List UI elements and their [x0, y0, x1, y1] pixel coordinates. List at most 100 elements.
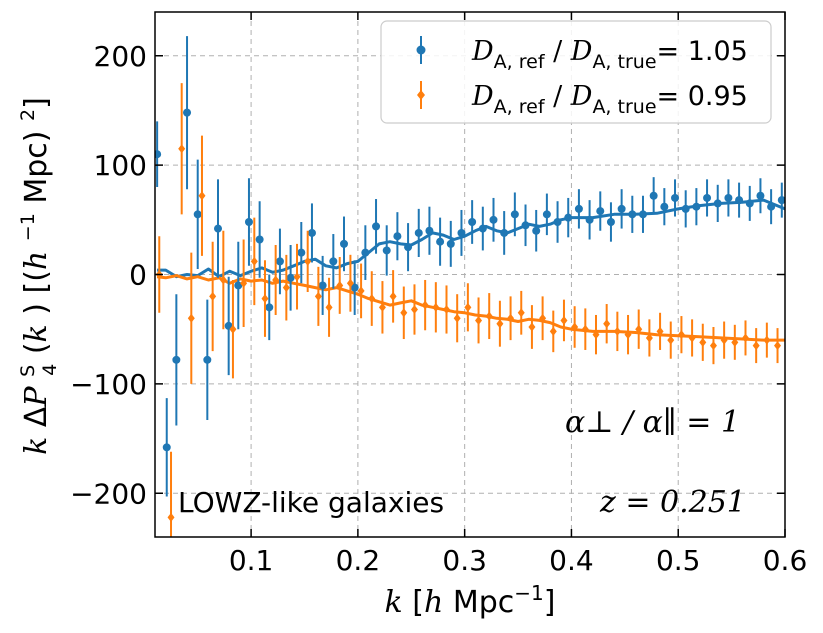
data-points — [155, 36, 785, 537]
legend-1-den-sub: A, true — [592, 51, 656, 73]
legend-1-value: = 1.05 — [657, 36, 748, 67]
x-axis-label: k [h Mpc−1] — [385, 581, 556, 620]
x-tick-label: 0.5 — [656, 544, 701, 577]
legend-2-num-sub: A, ref — [494, 96, 546, 118]
x-tick-labels: 0.1 0.2 0.3 0.4 0.5 0.6 — [229, 544, 807, 577]
y-tick-label: −200 — [70, 477, 147, 510]
series-1-point — [244, 218, 253, 226]
series-1-point — [404, 243, 413, 252]
series-1-point — [756, 191, 765, 200]
series-1-point — [510, 210, 519, 219]
series-1-point — [329, 257, 338, 266]
legend: DA, ref / DA, true= 1.05 DA, ref / DA, t… — [380, 20, 772, 124]
series-1-point — [255, 235, 264, 244]
series-2-point — [453, 313, 461, 323]
series-2-point — [528, 322, 536, 332]
legend-item-1: DA, ref / DA, true= 1.05 — [416, 36, 748, 73]
series-1-point — [155, 150, 162, 159]
series-1-point — [532, 226, 541, 235]
series-2-point — [368, 294, 376, 304]
series-1-point — [767, 202, 776, 211]
series-2-point — [378, 302, 386, 312]
series-1-point — [414, 228, 423, 237]
legend-2-num: D — [471, 81, 494, 112]
series-1-point — [542, 210, 551, 219]
series-2-point — [485, 311, 493, 321]
series-2-point — [763, 335, 771, 345]
series-2-point — [752, 341, 760, 351]
series-2-point — [336, 280, 344, 290]
series-2-point — [720, 335, 728, 345]
series-1-point — [681, 204, 690, 213]
series-1-point — [372, 222, 381, 231]
series-1-point — [203, 355, 212, 364]
series-2-point — [560, 315, 568, 325]
series-2-point — [464, 302, 472, 312]
series-2-point — [774, 341, 782, 351]
series-1-point — [574, 204, 583, 213]
legend-2-den: D — [570, 81, 593, 112]
series-1-point — [436, 237, 445, 246]
series-1-point — [446, 239, 455, 248]
legend-1-num: D — [471, 36, 494, 67]
series-1-point — [340, 239, 348, 248]
series-1-point — [553, 218, 562, 226]
series-1-point — [500, 228, 509, 237]
series-1-point — [318, 281, 327, 290]
series-2-point — [389, 291, 397, 301]
series-1-point — [606, 218, 615, 226]
series-2-point — [603, 319, 611, 329]
x-tick-label: 0.1 — [229, 544, 274, 577]
series-1-point — [361, 248, 370, 257]
series-2-point — [645, 333, 653, 343]
series-2-point — [209, 291, 217, 301]
series-2-point — [250, 256, 258, 266]
series-1-point — [617, 204, 626, 213]
series-1-point — [382, 246, 391, 255]
series-1-point — [745, 199, 754, 208]
series-2-point — [325, 302, 333, 312]
series-1-point — [307, 228, 316, 237]
series-2-point — [304, 256, 312, 266]
legend-2-den-sub: A, true — [592, 96, 656, 118]
legend-marker-2 — [417, 90, 425, 100]
series-2-point — [688, 333, 696, 343]
series-2-point — [624, 330, 632, 340]
series-1-point — [585, 215, 594, 224]
series-2-point — [475, 315, 483, 325]
series-2-point — [496, 319, 504, 329]
series-2-point — [667, 335, 675, 345]
legend-marker-1 — [416, 45, 426, 55]
y-tick-label: 100 — [94, 149, 147, 182]
series-1-point — [425, 226, 434, 235]
series-1-point — [671, 193, 680, 202]
series-1-point — [724, 193, 733, 202]
series-1-point — [703, 193, 712, 202]
legend-label-2: DA, ref / DA, true= 0.95 — [471, 81, 748, 118]
x-tick-label: 0.4 — [549, 544, 594, 577]
series-2-point — [167, 512, 175, 522]
series-1-point — [193, 210, 202, 219]
series-2-point — [178, 144, 186, 154]
series-1-point — [214, 224, 222, 233]
series-2-point — [741, 333, 749, 343]
series-2-point — [229, 324, 237, 334]
series-1-point — [478, 224, 487, 233]
legend-item-2: DA, ref / DA, true= 0.95 — [417, 81, 748, 118]
series-2-point — [187, 313, 195, 323]
series-1-point — [393, 232, 402, 241]
grid-lines — [155, 12, 786, 537]
series-2-point — [581, 324, 589, 334]
y-tick-label: 0 — [129, 259, 147, 292]
series-2-point — [677, 330, 685, 340]
y-axis-label: k ΔP S4 (k ) [(h −1 Mpc) 2] — [17, 97, 64, 455]
series-1-point — [660, 202, 669, 211]
series-1-point — [713, 199, 722, 208]
legend-2-value: = 0.95 — [657, 81, 748, 112]
series-1-point — [489, 215, 498, 224]
legend-label-1: DA, ref / DA, true= 1.05 — [471, 36, 748, 73]
series-1-point — [735, 196, 744, 205]
series-2-point — [219, 275, 227, 285]
series-1-point — [777, 196, 785, 205]
